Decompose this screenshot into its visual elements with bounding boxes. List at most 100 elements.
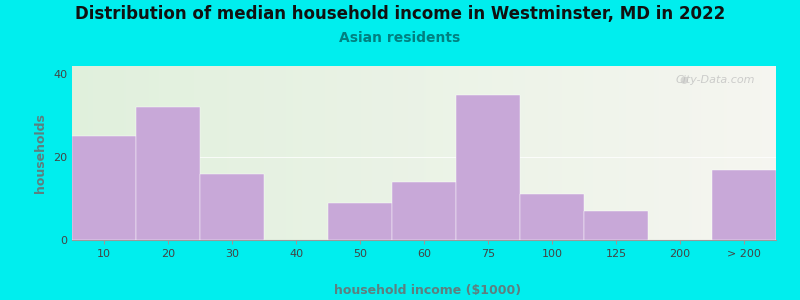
Bar: [607, 66, 610, 240]
Bar: [138, 66, 140, 240]
Bar: [658, 66, 661, 240]
Bar: [117, 66, 119, 240]
Bar: [537, 66, 539, 240]
Bar: [640, 66, 642, 240]
Bar: [241, 66, 243, 240]
Bar: [306, 66, 309, 240]
Bar: [577, 66, 579, 240]
Bar: [406, 66, 407, 240]
Bar: [105, 66, 107, 240]
Bar: [196, 66, 198, 240]
Bar: [333, 66, 335, 240]
Bar: [100, 66, 102, 240]
Bar: [605, 66, 607, 240]
Bar: [426, 66, 429, 240]
Bar: [119, 66, 122, 240]
Bar: [675, 66, 678, 240]
Bar: [638, 66, 640, 240]
Bar: [255, 66, 258, 240]
Bar: [539, 66, 542, 240]
Bar: [555, 66, 558, 240]
Bar: [295, 66, 298, 240]
Bar: [361, 66, 363, 240]
Bar: [687, 66, 689, 240]
Bar: [194, 66, 196, 240]
Bar: [126, 66, 128, 240]
Bar: [293, 66, 295, 240]
Bar: [192, 66, 194, 240]
Bar: [130, 66, 133, 240]
Bar: [729, 66, 731, 240]
Bar: [759, 66, 762, 240]
Bar: [95, 66, 98, 240]
Bar: [344, 66, 346, 240]
Bar: [487, 66, 490, 240]
Bar: [464, 66, 466, 240]
Bar: [401, 66, 403, 240]
Bar: [764, 66, 766, 240]
Bar: [210, 66, 213, 240]
Bar: [335, 66, 337, 240]
Bar: [396, 66, 398, 240]
Bar: [610, 66, 612, 240]
Bar: [374, 66, 377, 240]
Bar: [718, 66, 720, 240]
Bar: [394, 66, 396, 240]
Bar: [178, 66, 180, 240]
Bar: [152, 66, 154, 240]
Bar: [304, 66, 306, 240]
Bar: [231, 66, 234, 240]
Bar: [715, 66, 718, 240]
Bar: [107, 66, 110, 240]
Bar: [200, 174, 264, 240]
Bar: [265, 66, 266, 240]
Bar: [163, 66, 166, 240]
Bar: [159, 66, 161, 240]
Bar: [713, 66, 715, 240]
Bar: [469, 66, 471, 240]
Bar: [743, 66, 746, 240]
Bar: [701, 66, 703, 240]
Bar: [678, 66, 680, 240]
Bar: [698, 66, 701, 240]
Bar: [755, 66, 758, 240]
Bar: [314, 66, 316, 240]
Bar: [450, 66, 452, 240]
Bar: [403, 66, 406, 240]
Bar: [712, 169, 776, 240]
Bar: [628, 66, 630, 240]
Bar: [206, 66, 208, 240]
Bar: [452, 66, 454, 240]
Bar: [436, 66, 438, 240]
Bar: [175, 66, 178, 240]
Bar: [220, 66, 222, 240]
Bar: [513, 66, 515, 240]
Bar: [661, 66, 663, 240]
Bar: [621, 66, 623, 240]
Bar: [447, 66, 450, 240]
Bar: [349, 66, 351, 240]
Bar: [593, 66, 595, 240]
Bar: [424, 66, 426, 240]
Bar: [710, 66, 713, 240]
Bar: [286, 66, 288, 240]
Bar: [520, 66, 522, 240]
Bar: [407, 66, 410, 240]
Bar: [412, 66, 414, 240]
Bar: [298, 66, 300, 240]
Bar: [650, 66, 652, 240]
Bar: [222, 66, 225, 240]
Bar: [579, 66, 582, 240]
Bar: [112, 66, 114, 240]
Bar: [652, 66, 654, 240]
Bar: [135, 66, 138, 240]
Bar: [358, 66, 361, 240]
Bar: [584, 211, 648, 240]
Bar: [190, 66, 192, 240]
Bar: [612, 66, 614, 240]
Bar: [93, 66, 95, 240]
Bar: [201, 66, 203, 240]
Bar: [518, 66, 520, 240]
Bar: [774, 66, 776, 240]
Bar: [288, 66, 290, 240]
